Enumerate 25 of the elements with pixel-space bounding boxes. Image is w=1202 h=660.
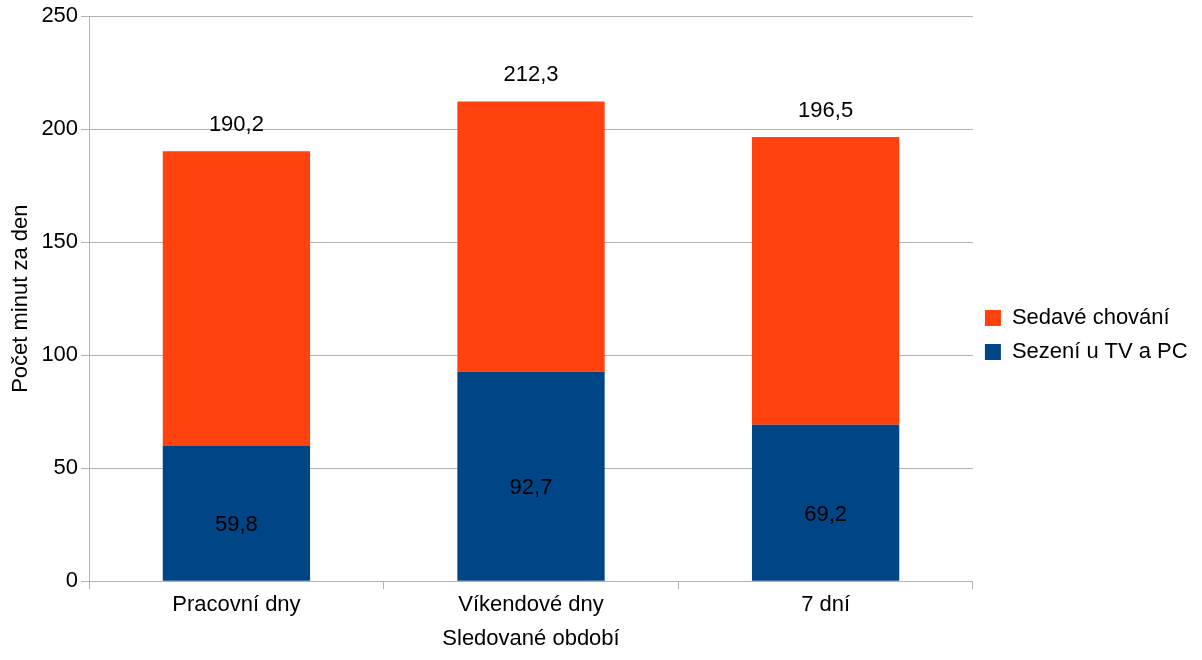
- y-tick-label: 100: [41, 341, 79, 367]
- total-label: 196,5: [798, 97, 854, 123]
- total-label: 190,2: [208, 111, 264, 137]
- bar: [162, 446, 311, 581]
- total-label: 212,3: [503, 61, 559, 87]
- bar: [457, 371, 605, 581]
- data-label: 92,7: [509, 474, 553, 500]
- legend-label: Sedavé chování: [1011, 304, 1170, 330]
- data-label: 59,8: [214, 511, 258, 537]
- x-tick-label: Víkendové dny: [458, 591, 604, 617]
- x-tick-label: Pracovní dny: [172, 591, 301, 617]
- y-tick-label: 250: [41, 2, 79, 28]
- y-tick-label: 0: [65, 567, 79, 593]
- y-axis-title: Počet minut za den: [7, 204, 33, 393]
- x-tick-label: 7 dní: [801, 591, 851, 617]
- y-tick-label: 150: [41, 228, 79, 254]
- x-axis-title: Sledované období: [442, 624, 620, 650]
- data-label: 69,2: [804, 500, 848, 526]
- y-tick-label: 200: [41, 115, 79, 141]
- bar: [162, 151, 311, 447]
- bar: [751, 424, 900, 581]
- legend-label: Sezení u TV a PC: [1011, 338, 1188, 364]
- bar: [457, 101, 605, 372]
- bar: [751, 137, 900, 425]
- y-tick-label: 50: [53, 454, 79, 480]
